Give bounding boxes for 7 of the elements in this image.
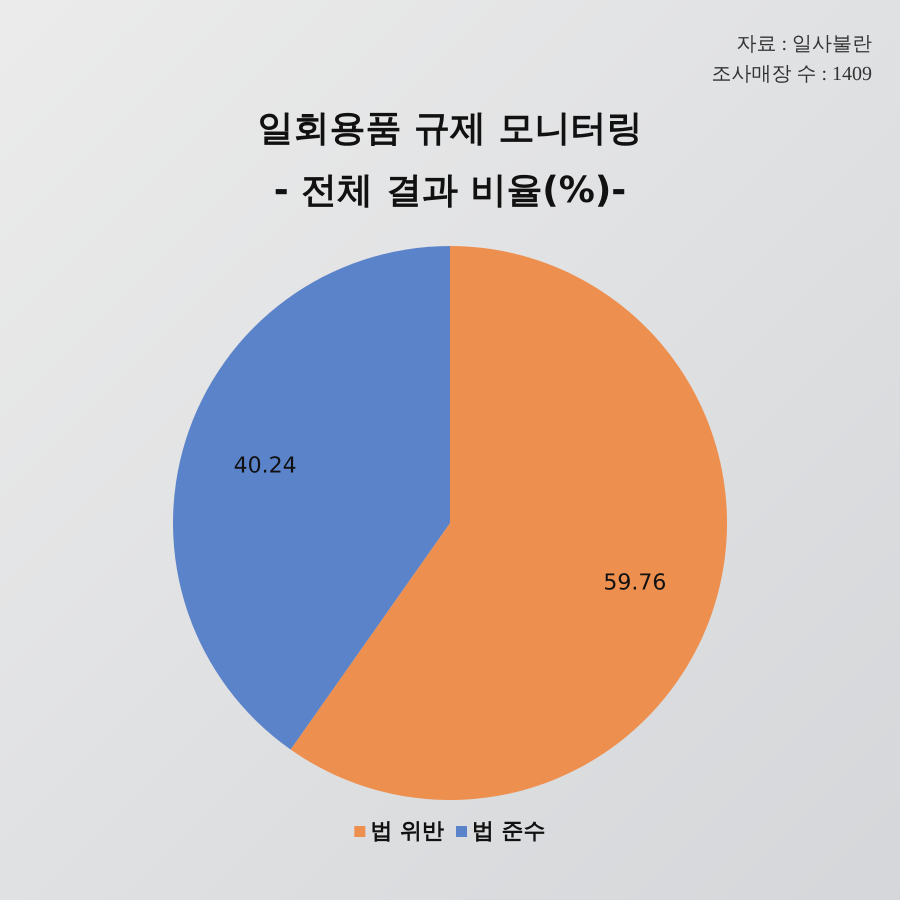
legend-label: 법 준수	[472, 819, 546, 844]
chart-title: 일회용품 규제 모니터링 - 전체 결과 비율(%)-	[257, 108, 643, 211]
text: 자료 : 일사불란	[736, 33, 872, 55]
text: 조사매장 수 : 1409	[711, 63, 872, 85]
data-label: 59.76	[603, 570, 666, 596]
legend-label: 법 위반	[370, 819, 444, 844]
data-label: 40.24	[234, 453, 297, 478]
